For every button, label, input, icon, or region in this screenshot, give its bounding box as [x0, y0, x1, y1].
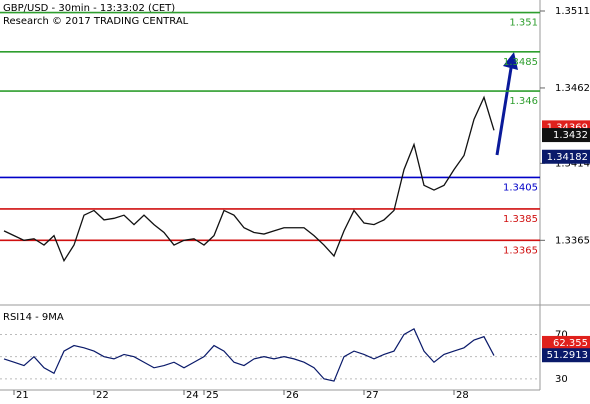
level-label: 1.351: [509, 18, 538, 29]
x-tick-label: 25: [206, 390, 219, 400]
x-tick-label: 24: [186, 390, 199, 400]
rsi-line: [3, 328, 495, 382]
y-tick-label: 1.3414: [555, 158, 590, 169]
chart-title: GBP/USD - 30min - 13:33:02 (CET): [3, 3, 175, 14]
y-tick-label: 1.3462: [555, 83, 590, 94]
price-tag: [542, 149, 590, 164]
price-tag-label: 1.34182: [547, 152, 588, 163]
level-label: 1.3365: [503, 245, 538, 256]
rsi-tag-label: 51.2913: [547, 350, 588, 361]
chart-subtitle: Research © 2017 TRADING CENTRAL: [3, 16, 189, 27]
level-label: 1.3405: [503, 182, 538, 193]
price-tag: [542, 128, 590, 143]
y-tick-label: 1.3365: [555, 235, 590, 246]
rsi-tick-label: 30: [555, 374, 568, 385]
rsi-title: RSI14 - 9MA: [3, 312, 64, 323]
price-tag-label: 1.34369: [547, 122, 588, 133]
rsi-tag: [542, 348, 590, 363]
price-tag-label: 1.3432: [553, 130, 588, 141]
level-label: 1.346: [509, 96, 538, 107]
level-label: 1.3385: [503, 214, 538, 225]
level-label: 1.3485: [503, 57, 538, 68]
x-tick-label: 22: [96, 390, 109, 400]
x-tick-label: 21: [16, 390, 29, 400]
forecast-arrow: [495, 61, 514, 156]
x-tick-label: 26: [286, 390, 299, 400]
forecast-arrowhead: [503, 52, 518, 70]
y-tick-label: 1.3511: [555, 6, 590, 17]
price-line: [3, 95, 495, 263]
rsi-tick-label: 70: [555, 329, 568, 340]
x-tick-label: 27: [366, 390, 379, 400]
rsi-tag-label: 62.355: [553, 338, 588, 349]
x-tick-label: 28: [456, 390, 469, 400]
rsi-tag: [542, 335, 590, 350]
